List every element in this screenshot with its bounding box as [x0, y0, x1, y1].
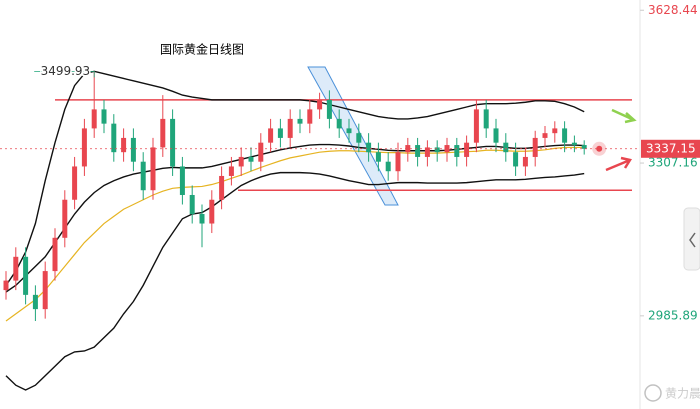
- side-toggle[interactable]: [683, 207, 700, 271]
- candle-body: [32, 294, 38, 310]
- candle-body: [405, 145, 411, 153]
- candle-body: [219, 175, 225, 200]
- candle-body: [150, 147, 156, 191]
- candle-body: [424, 147, 430, 157]
- candle-body: [199, 214, 205, 224]
- candle-body: [317, 99, 323, 110]
- candle-body: [287, 118, 293, 138]
- candle-body: [473, 109, 479, 143]
- candle-body: [277, 128, 283, 138]
- candle-body: [513, 152, 519, 167]
- candle-body: [91, 109, 97, 129]
- candle-body: [297, 118, 303, 124]
- y-tick-label: 3628.44: [648, 3, 698, 17]
- candle-body: [326, 99, 332, 119]
- arrow-down: [611, 108, 637, 124]
- toggle-icon: [689, 232, 696, 248]
- candle-body: [268, 128, 274, 143]
- candle-body: [336, 118, 342, 129]
- candle-body: [160, 118, 166, 148]
- candle-body: [238, 156, 244, 167]
- candle-body: [375, 152, 381, 162]
- last-price-label: 3337.15: [646, 141, 696, 155]
- candle-body: [356, 133, 362, 143]
- candle-body: [307, 109, 313, 124]
- candle-body: [493, 128, 499, 143]
- y-tick-label: 2985.89: [648, 308, 698, 322]
- candle-body: [366, 142, 372, 153]
- indicator-line: [5, 70, 585, 286]
- candle-body: [571, 142, 577, 146]
- candle-body: [121, 137, 127, 153]
- candle-body: [483, 109, 489, 129]
- candle-body: [562, 128, 568, 143]
- indicator-line: [5, 171, 585, 391]
- candle-body: [434, 147, 440, 153]
- candle-body: [464, 142, 470, 157]
- candle-body: [415, 145, 421, 157]
- last-price-box: [641, 139, 700, 158]
- watermark-group: 黄力晨: [644, 384, 700, 402]
- candle-body: [189, 194, 195, 215]
- indicator-line: [5, 146, 585, 322]
- candle-body: [532, 137, 538, 157]
- candle-body: [72, 166, 78, 200]
- candle-body: [542, 133, 548, 138]
- last-price-dot: [596, 145, 603, 152]
- high-label: 3499.93: [41, 64, 91, 78]
- candle-body: [130, 137, 136, 162]
- watermark: 黄力晨: [665, 387, 700, 401]
- candle-body: [503, 142, 509, 153]
- candle-body: [101, 109, 107, 124]
- candle-body: [140, 161, 146, 191]
- chart-title: 国际黄金日线图: [160, 42, 244, 57]
- candle-body: [385, 161, 391, 172]
- candle-body: [23, 256, 29, 295]
- candle-body: [395, 152, 401, 172]
- candle-body: [522, 156, 528, 167]
- indicator-line: [5, 143, 585, 293]
- candle-body: [248, 156, 254, 162]
- candle-body: [179, 166, 185, 195]
- candle-body: [52, 237, 58, 272]
- candle-body: [228, 166, 234, 176]
- candle-body: [209, 199, 215, 224]
- candle-body: [552, 128, 558, 134]
- candle-body: [81, 128, 87, 167]
- candle-body: [13, 256, 19, 281]
- y-tick-label: 3307.16: [648, 156, 698, 170]
- candle-body: [581, 145, 587, 149]
- watermark-logo: [644, 384, 662, 402]
- arrow-up: [605, 156, 632, 172]
- candle-body: [111, 123, 117, 153]
- candle-body: [42, 271, 48, 310]
- candle-body: [62, 199, 68, 238]
- candle-body: [346, 128, 352, 134]
- candle-body: [258, 142, 264, 162]
- candle-body: [170, 118, 176, 167]
- candle-body: [454, 145, 460, 157]
- candle-body: [3, 280, 9, 291]
- high-marker: [34, 70, 95, 78]
